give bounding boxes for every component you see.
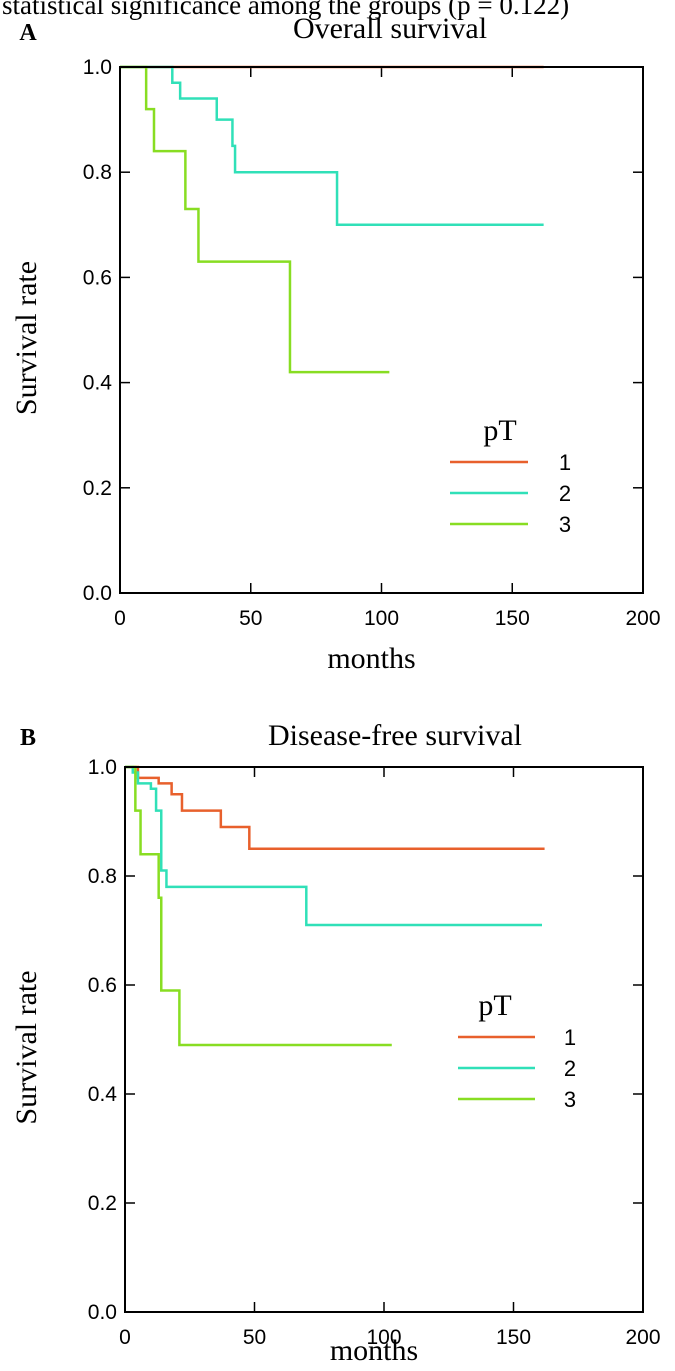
panel-label: B	[20, 725, 36, 751]
legend-title: pT	[478, 989, 511, 1022]
panel-label: A	[19, 20, 37, 46]
plot-frame	[124, 766, 644, 1313]
series-line-pt1	[125, 765, 545, 850]
y-tick-label: 0.4	[83, 372, 113, 395]
x-tick-label: 50	[243, 1326, 266, 1349]
y-tick-label: 0.0	[83, 582, 112, 605]
x-tick-label: 100	[364, 607, 399, 630]
y-tick-label: 0.4	[88, 1083, 118, 1106]
x-tick-label: 200	[625, 607, 660, 630]
legend-label-pt2: 2	[559, 481, 571, 506]
x-tick-label: 0	[114, 607, 126, 630]
y-axis-label: Survival rate	[10, 970, 43, 1124]
y-tick-label: 0.0	[88, 1301, 117, 1324]
panel-a: A Overall survival 0 50 100 150 200 0.0 0.2 0.4 0.…	[10, 12, 661, 675]
caption-top: statistical significance among the group…	[2, 0, 569, 20]
panel-b: B Disease-free survival 0 50 100 150 200 0.0 0.2…	[10, 719, 661, 1367]
plot-frame	[119, 66, 644, 594]
series-line-pt2	[125, 765, 542, 927]
legend-title: pT	[483, 414, 516, 447]
y-tick-label: 0.6	[88, 974, 117, 997]
x-axis-label: months	[330, 1334, 418, 1367]
legend-label-pt3: 3	[559, 512, 571, 537]
series-line-pt3	[125, 765, 392, 1047]
chart-title: Overall survival	[293, 12, 487, 45]
legend-label-pt1: 1	[559, 450, 571, 475]
x-tick-label: 100	[366, 1326, 401, 1349]
x-tick-label: 150	[496, 1326, 531, 1349]
x-tick-label: 200	[625, 1326, 660, 1349]
x-axis-label: months	[327, 642, 415, 675]
legend-label-pt2: 2	[564, 1056, 576, 1081]
y-tick-label: 0.2	[88, 1192, 117, 1215]
y-tick-label: 0.8	[88, 865, 117, 888]
y-tick-label: 1.0	[83, 56, 112, 79]
series-line-pt3	[120, 65, 390, 374]
x-tick-label: 0	[119, 1326, 131, 1349]
legend-label-pt3: 3	[564, 1087, 576, 1112]
y-tick-label: 0.6	[83, 266, 112, 289]
chart-title: Disease-free survival	[268, 719, 522, 752]
x-tick-label: 150	[495, 607, 530, 630]
legend-label-pt1: 1	[564, 1025, 576, 1050]
series-line-pt2	[120, 65, 544, 227]
y-tick-label: 0.2	[83, 477, 112, 500]
x-tick-label: 50	[239, 607, 262, 630]
y-axis-label: Survival rate	[10, 261, 43, 415]
y-tick-label: 0.8	[83, 161, 112, 184]
y-tick-label: 1.0	[88, 756, 117, 779]
